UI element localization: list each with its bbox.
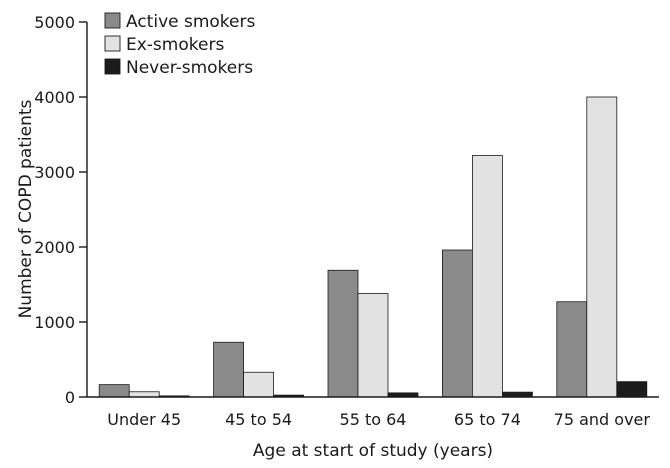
legend-label: Active smokers: [126, 12, 255, 32]
bars-group: [98, 96, 648, 398]
bar-active-smokers-45-to-54: [213, 341, 245, 398]
bar-ex-smokers-under-45: [128, 391, 160, 398]
y-tick-label: 5000: [34, 13, 75, 32]
y-tick-label: 3000: [34, 163, 75, 182]
y-tick-label: 2000: [34, 238, 75, 257]
bar-ex-smokers-65-to-74: [471, 155, 503, 398]
bar-ex-smokers-55-to-64: [357, 293, 389, 398]
legend-swatch: [104, 58, 121, 75]
bar-ex-smokers-75-and-over: [586, 96, 618, 398]
x-category-label: 55 to 64: [340, 410, 407, 429]
bar-active-smokers-55-to-64: [327, 269, 359, 398]
x-labels-group: Under 45 45 to 54 55 to 64 65 to 74 75 and o…: [107, 410, 650, 429]
y-tick-label: 4000: [34, 88, 75, 107]
y-ticks-group: 0 1000 2000 3000 4000 5000: [34, 13, 87, 407]
bar-ex-smokers-45-to-54: [243, 371, 275, 398]
x-category-label: 75 and over: [554, 410, 651, 429]
y-axis-title: Number of COPD patients: [16, 99, 36, 318]
y-tick-label: 0: [65, 388, 75, 407]
bar-never-smokers-65-to-74: [501, 391, 533, 398]
y-tick-label: 1000: [34, 313, 75, 332]
bar-active-smokers-65-to-74: [441, 249, 473, 398]
x-category-label: Under 45: [107, 410, 181, 429]
bar-active-smokers-under-45: [98, 384, 130, 398]
legend-swatch: [104, 12, 121, 29]
legend-label: Ex-smokers: [126, 35, 224, 55]
legend-label: Never-smokers: [126, 58, 253, 78]
x-axis-title: Age at start of study (years): [253, 441, 493, 461]
x-category-label: 45 to 54: [225, 410, 292, 429]
legend-swatch: [104, 35, 121, 52]
legend: Active smokers Ex-smokers Never-smokers: [104, 12, 255, 78]
bar-never-smokers-75-and-over: [616, 381, 648, 398]
x-category-label: 65 to 74: [454, 410, 521, 429]
bar-active-smokers-75-and-over: [556, 301, 588, 398]
